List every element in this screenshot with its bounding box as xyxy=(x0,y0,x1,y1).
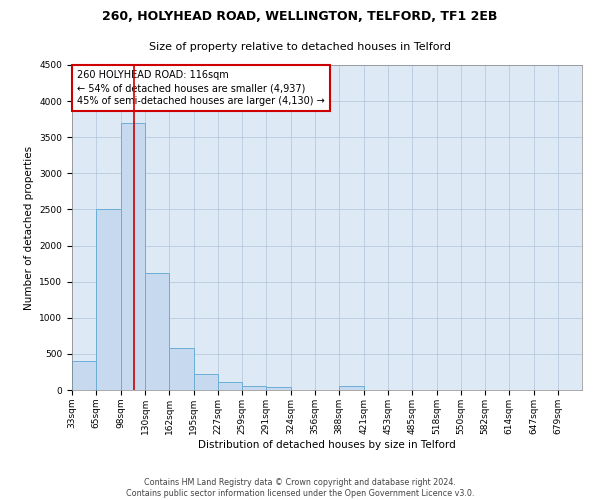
Bar xyxy=(218,382,242,390)
Text: Size of property relative to detached houses in Telford: Size of property relative to detached ho… xyxy=(149,42,451,52)
Bar xyxy=(145,273,169,390)
Bar xyxy=(194,374,218,390)
Bar xyxy=(266,387,291,390)
Text: 260 HOLYHEAD ROAD: 116sqm
← 54% of detached houses are smaller (4,937)
45% of se: 260 HOLYHEAD ROAD: 116sqm ← 54% of detac… xyxy=(77,70,325,106)
Text: 260, HOLYHEAD ROAD, WELLINGTON, TELFORD, TF1 2EB: 260, HOLYHEAD ROAD, WELLINGTON, TELFORD,… xyxy=(103,10,497,23)
Bar xyxy=(339,386,364,390)
Bar xyxy=(72,361,96,390)
Text: Contains HM Land Registry data © Crown copyright and database right 2024.
Contai: Contains HM Land Registry data © Crown c… xyxy=(126,478,474,498)
Bar xyxy=(121,123,145,390)
X-axis label: Distribution of detached houses by size in Telford: Distribution of detached houses by size … xyxy=(198,440,456,450)
Y-axis label: Number of detached properties: Number of detached properties xyxy=(24,146,34,310)
Bar xyxy=(169,348,194,390)
Bar xyxy=(242,386,266,390)
Bar xyxy=(96,210,121,390)
